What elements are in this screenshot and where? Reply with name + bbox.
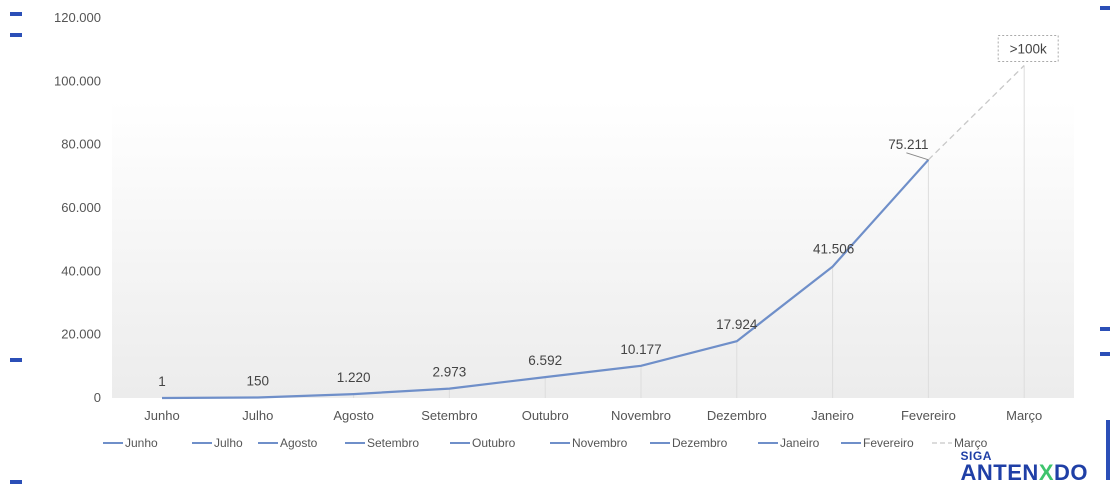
legend-label: Agosto — [280, 436, 318, 450]
legend-label: Julho — [214, 436, 243, 450]
logo-bottom-text: ANTENXDO — [961, 462, 1088, 484]
legend-label: Outubro — [472, 436, 516, 450]
x-tick-label: Setembro — [421, 408, 477, 423]
legend-label: Fevereiro — [863, 436, 914, 450]
plot-background — [112, 100, 1074, 398]
y-tick-label: 100.000 — [54, 73, 101, 88]
edge-mark — [10, 358, 22, 362]
x-axis: Junho Julho Agosto Setembro Outubro Novembro D… — [144, 408, 1042, 423]
x-tick-label: Novembro — [611, 408, 671, 423]
y-tick-label: 60.000 — [61, 200, 101, 215]
data-label: 1.220 — [337, 370, 371, 385]
legend-label: Setembro — [367, 436, 419, 450]
y-tick-label: 20.000 — [61, 327, 101, 342]
x-tick-label: Junho — [144, 408, 179, 423]
edge-mark — [1100, 352, 1110, 356]
legend-label: Janeiro — [780, 436, 820, 450]
logo-part-accent: X — [1039, 460, 1054, 485]
legend-label: Dezembro — [672, 436, 728, 450]
legend-label: Junho — [125, 436, 158, 450]
legend-label: Novembro — [572, 436, 628, 450]
data-label: 6.592 — [528, 353, 562, 368]
brand-logo: SIGA ANTENXDO — [961, 450, 1088, 484]
data-label: 75.211 — [888, 137, 928, 152]
y-tick-label: 40.000 — [61, 263, 101, 278]
x-tick-label: Dezembro — [707, 408, 767, 423]
y-tick-label: 80.000 — [61, 137, 101, 152]
legend: Junho Julho Agosto Setembro Outubro Novembro D… — [103, 436, 988, 450]
data-label: 41.506 — [813, 242, 854, 257]
x-tick-label: Outubro — [522, 408, 569, 423]
data-label: 150 — [247, 374, 270, 389]
x-tick-label: Janeiro — [811, 408, 854, 423]
legend-label: Março — [954, 436, 988, 450]
data-label: 17.924 — [716, 317, 758, 332]
x-tick-label: Julho — [242, 408, 273, 423]
x-tick-label: Fevereiro — [901, 408, 956, 423]
y-tick-label: 120.000 — [54, 10, 101, 25]
logo-part: ANTEN — [961, 460, 1039, 485]
edge-mark — [1106, 420, 1110, 480]
x-tick-label: Agosto — [333, 408, 373, 423]
y-tick-label: 0 — [94, 390, 101, 405]
data-label: 2.973 — [433, 365, 467, 380]
projection-label: >100k — [1010, 42, 1047, 57]
data-label: 10.177 — [620, 342, 661, 357]
edge-mark — [10, 480, 22, 484]
edge-mark — [1100, 6, 1110, 10]
data-label: 1 — [158, 374, 166, 389]
edge-mark — [10, 12, 22, 16]
y-axis: 0 20.000 40.000 60.000 80.000 100.000 120.000 — [54, 10, 101, 405]
edge-mark — [10, 33, 22, 37]
x-tick-label: Março — [1006, 408, 1042, 423]
logo-part: DO — [1054, 460, 1088, 485]
edge-mark — [1100, 327, 1110, 331]
